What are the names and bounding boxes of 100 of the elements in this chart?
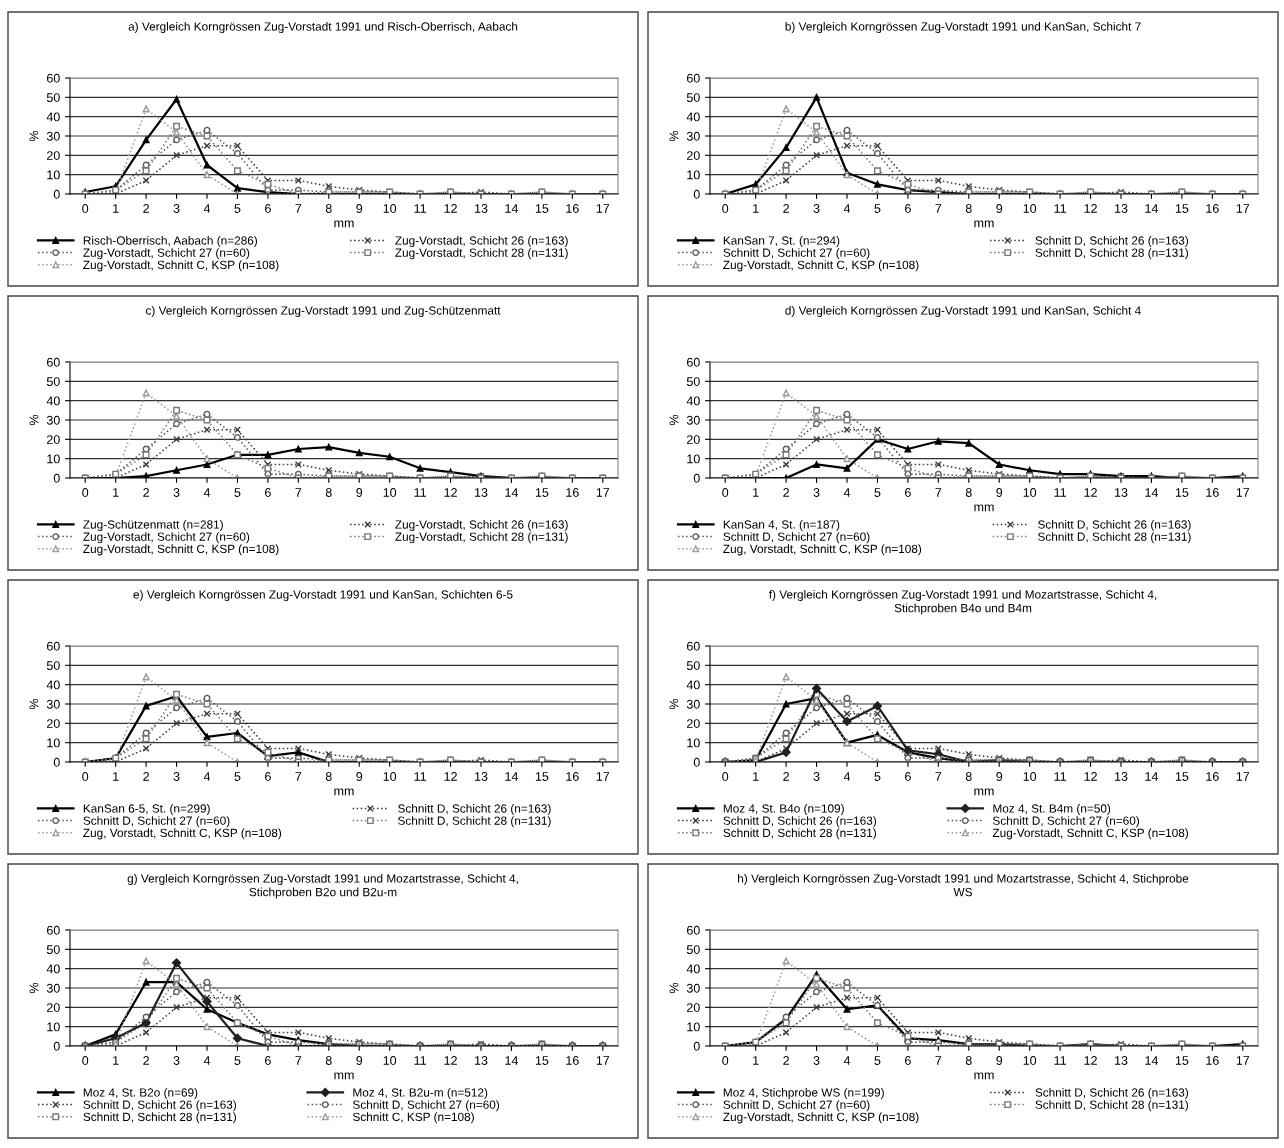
x-tick-label: 11	[1054, 488, 1066, 497]
x-tick-label: 4	[203, 1056, 211, 1065]
y-axis-title: %	[669, 130, 679, 142]
x-tick-label: 15	[1175, 204, 1189, 213]
x-tick-label: 0	[722, 772, 729, 781]
legend-label: Risch-Oberrisch, Aabach (n=286)	[83, 236, 257, 247]
x-tick-label: 2	[143, 204, 149, 213]
legend-label: Zug-Vorstadt, Schicht 28 (n=131)	[395, 248, 568, 260]
y-tick-label: 10	[687, 1022, 700, 1032]
y-axis-title: %	[29, 698, 39, 710]
y-tick-label: 20	[47, 719, 60, 728]
legend-label: Zug, Vorstadt, Schnitt C, KSP (n=108)	[723, 544, 922, 556]
y-tick-label: 20	[47, 151, 60, 160]
y-tick-label: 10	[687, 454, 700, 464]
x-tick-label: 16	[566, 772, 579, 781]
y-tick-label: 10	[687, 170, 700, 180]
chart-title: b) Vergleich Korngrössen Zug-Vorstadt 1991 und KanSan, Schicht 7	[785, 22, 1141, 33]
x-tick-label: 7	[295, 1056, 302, 1065]
chart-title: a) Vergleich Korngrössen Zug-Vorstadt 1991 und Risch-Oberrisch, Aabach	[128, 22, 518, 33]
legend-label: Schnitt D, Schicht 27 (n=60)	[992, 816, 1140, 828]
legend-label: Zug-Vorstadt, Schnitt C, KSP (n=108)	[723, 260, 919, 272]
y-tick-label: 20	[687, 151, 700, 160]
x-tick-label: 3	[173, 772, 180, 781]
x-axis-title: mm	[974, 220, 994, 228]
x-tick-label: 9	[356, 1056, 363, 1065]
legend-label: Schnitt D, Schicht 26 (n=163)	[398, 804, 551, 815]
legend-label: Moz 4, Stichprobe WS (n=199)	[723, 1088, 884, 1100]
x-tick-label: 6	[905, 772, 911, 781]
x-tick-label: 0	[722, 204, 729, 213]
x-tick-label: 9	[996, 488, 1003, 497]
legend-label: Schnitt D, Schicht 27 (n=60)	[723, 1100, 870, 1112]
y-tick-label: 60	[47, 641, 60, 651]
x-tick-label: 3	[813, 772, 820, 781]
y-tick-label: 40	[46, 112, 60, 122]
x-tick-label: 9	[996, 204, 1003, 213]
x-tick-label: 8	[965, 488, 972, 497]
y-tick-label: 50	[686, 945, 700, 954]
x-tick-label: 10	[1023, 772, 1037, 781]
legend-label: Zug-Vorstadt, Schicht 26 (n=163)	[395, 236, 568, 247]
x-tick-label: 12	[1084, 204, 1097, 213]
y-axis-title: %	[29, 414, 39, 426]
x-tick-label: 4	[203, 204, 211, 213]
y-tick-label: 50	[686, 377, 700, 386]
y-tick-label: 30	[46, 415, 60, 425]
y-tick-label: 20	[687, 435, 700, 444]
legend-label: Schnitt D, Schicht 28 (n=131)	[1035, 1100, 1189, 1112]
y-tick-label: 40	[46, 964, 60, 974]
x-tick-label: 2	[143, 1056, 149, 1065]
x-tick-label: 11	[414, 204, 426, 213]
y-tick-label: 30	[46, 983, 60, 993]
x-tick-label: 5	[874, 772, 881, 781]
x-tick-label: 14	[505, 488, 519, 497]
legend-label: Schnitt D, Schicht 28 (n=131)	[723, 828, 877, 840]
x-tick-label: 16	[1206, 772, 1219, 781]
x-tick-label: 6	[265, 1056, 271, 1065]
x-tick-label: 2	[783, 1056, 789, 1065]
legend-label: Schnitt D, Schicht 28 (n=131)	[1035, 248, 1189, 260]
x-tick-label: 10	[383, 488, 397, 497]
x-tick-label: 7	[935, 772, 942, 781]
x-tick-label: 10	[1023, 488, 1037, 497]
x-tick-label: 11	[1054, 1056, 1066, 1065]
y-tick-label: 50	[46, 377, 60, 386]
x-tick-label: 8	[965, 204, 972, 213]
legend-label: Zug-Vorstadt, Schicht 27 (n=60)	[83, 248, 250, 260]
x-tick-label: 16	[1206, 488, 1219, 497]
x-tick-label: 10	[1023, 204, 1037, 213]
legend-label: Schnitt D, Schicht 27 (n=60)	[723, 532, 870, 544]
legend-label: Zug-Vorstadt, Schnitt C, KSP (n=108)	[83, 544, 279, 556]
x-tick-label: 5	[874, 204, 881, 213]
x-tick-label: 17	[1236, 1056, 1250, 1065]
x-tick-label: 6	[265, 488, 271, 497]
x-tick-label: 0	[722, 1056, 729, 1065]
x-tick-label: 16	[566, 204, 579, 213]
x-tick-label: 3	[173, 488, 180, 497]
y-tick-label: 0	[693, 1041, 700, 1051]
y-axis-title: %	[29, 130, 39, 142]
x-tick-label: 1	[113, 772, 119, 781]
x-tick-label: 2	[783, 204, 789, 213]
x-tick-label: 14	[505, 772, 519, 781]
x-tick-label: 11	[414, 488, 426, 497]
x-tick-label: 12	[444, 772, 457, 781]
x-tick-label: 13	[475, 204, 488, 213]
x-tick-label: 15	[1175, 1056, 1189, 1065]
chart-title: g) Vergleich Korngrössen Zug-Vorstadt 1991 und Mozartstrasse, Schicht 4, Stichproben B2o und B2u-m	[127, 874, 518, 899]
legend-label: Zug-Vorstadt, Schicht 27 (n=60)	[83, 532, 250, 544]
x-tick-label: 6	[265, 772, 271, 781]
x-tick-label: 11	[414, 1056, 426, 1065]
y-tick-label: 60	[687, 73, 700, 83]
x-tick-label: 5	[234, 488, 241, 497]
x-tick-label: 0	[82, 204, 89, 213]
x-tick-label: 12	[444, 488, 457, 497]
x-tick-label: 0	[82, 772, 89, 781]
x-tick-label: 7	[935, 204, 942, 213]
y-tick-label: 50	[686, 93, 700, 102]
y-tick-label: 0	[53, 1041, 60, 1051]
x-tick-label: 7	[295, 488, 302, 497]
legend-label: Schnitt D, Schicht 26 (n=163)	[1035, 236, 1189, 247]
x-tick-label: 8	[325, 204, 332, 213]
legend-label: Schnitt D, Schicht 28 (n=131)	[398, 816, 551, 828]
x-tick-label: 12	[444, 1056, 457, 1065]
